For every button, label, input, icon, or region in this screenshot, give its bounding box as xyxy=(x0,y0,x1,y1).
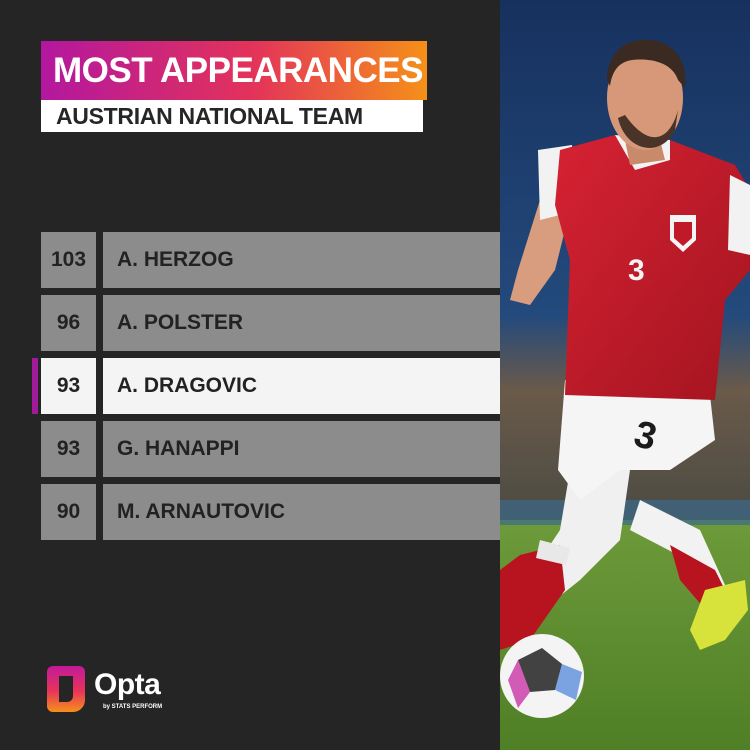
page-title: MOST APPEARANCES xyxy=(41,41,427,100)
opta-logo: Opta by STATS PERFORM xyxy=(45,664,205,714)
player-name: A. HERZOG xyxy=(103,232,500,288)
player-name: M. ARNAUTOVIC xyxy=(103,484,500,540)
ranking-row: 90 M. ARNAUTOVIC xyxy=(41,484,500,540)
shirt-number: 3 xyxy=(628,254,645,287)
appearance-count: 93 xyxy=(41,421,96,477)
appearance-count: 103 xyxy=(41,232,96,288)
ranking-row-highlighted: 93 A. DRAGOVIC xyxy=(32,358,500,414)
brand-tagline: by STATS PERFORM xyxy=(103,704,163,710)
appearance-count: 93 xyxy=(41,358,96,414)
player-name: A. POLSTER xyxy=(103,295,500,351)
ranking-row: 93 G. HANAPPI xyxy=(41,421,500,477)
opta-logo-icon xyxy=(47,666,85,712)
ranking-list: 103 A. HERZOG 96 A. POLSTER 93 A. DRAGOV… xyxy=(32,232,500,547)
appearance-count: 90 xyxy=(41,484,96,540)
brand-name: Opta xyxy=(94,668,161,701)
ranking-row: 96 A. POLSTER xyxy=(41,295,500,351)
player-name: A. DRAGOVIC xyxy=(103,358,500,414)
player-photo: 3 3 xyxy=(500,0,750,750)
ranking-row: 103 A. HERZOG xyxy=(41,232,500,288)
player-name: G. HANAPPI xyxy=(103,421,500,477)
graphic-panel: MOST APPEARANCES AUSTRIAN NATIONAL TEAM … xyxy=(32,41,500,714)
footballer-photo: 3 3 xyxy=(500,0,750,750)
appearance-count: 96 xyxy=(41,295,96,351)
highlight-marker xyxy=(32,358,38,414)
page-subtitle: AUSTRIAN NATIONAL TEAM xyxy=(41,100,423,132)
